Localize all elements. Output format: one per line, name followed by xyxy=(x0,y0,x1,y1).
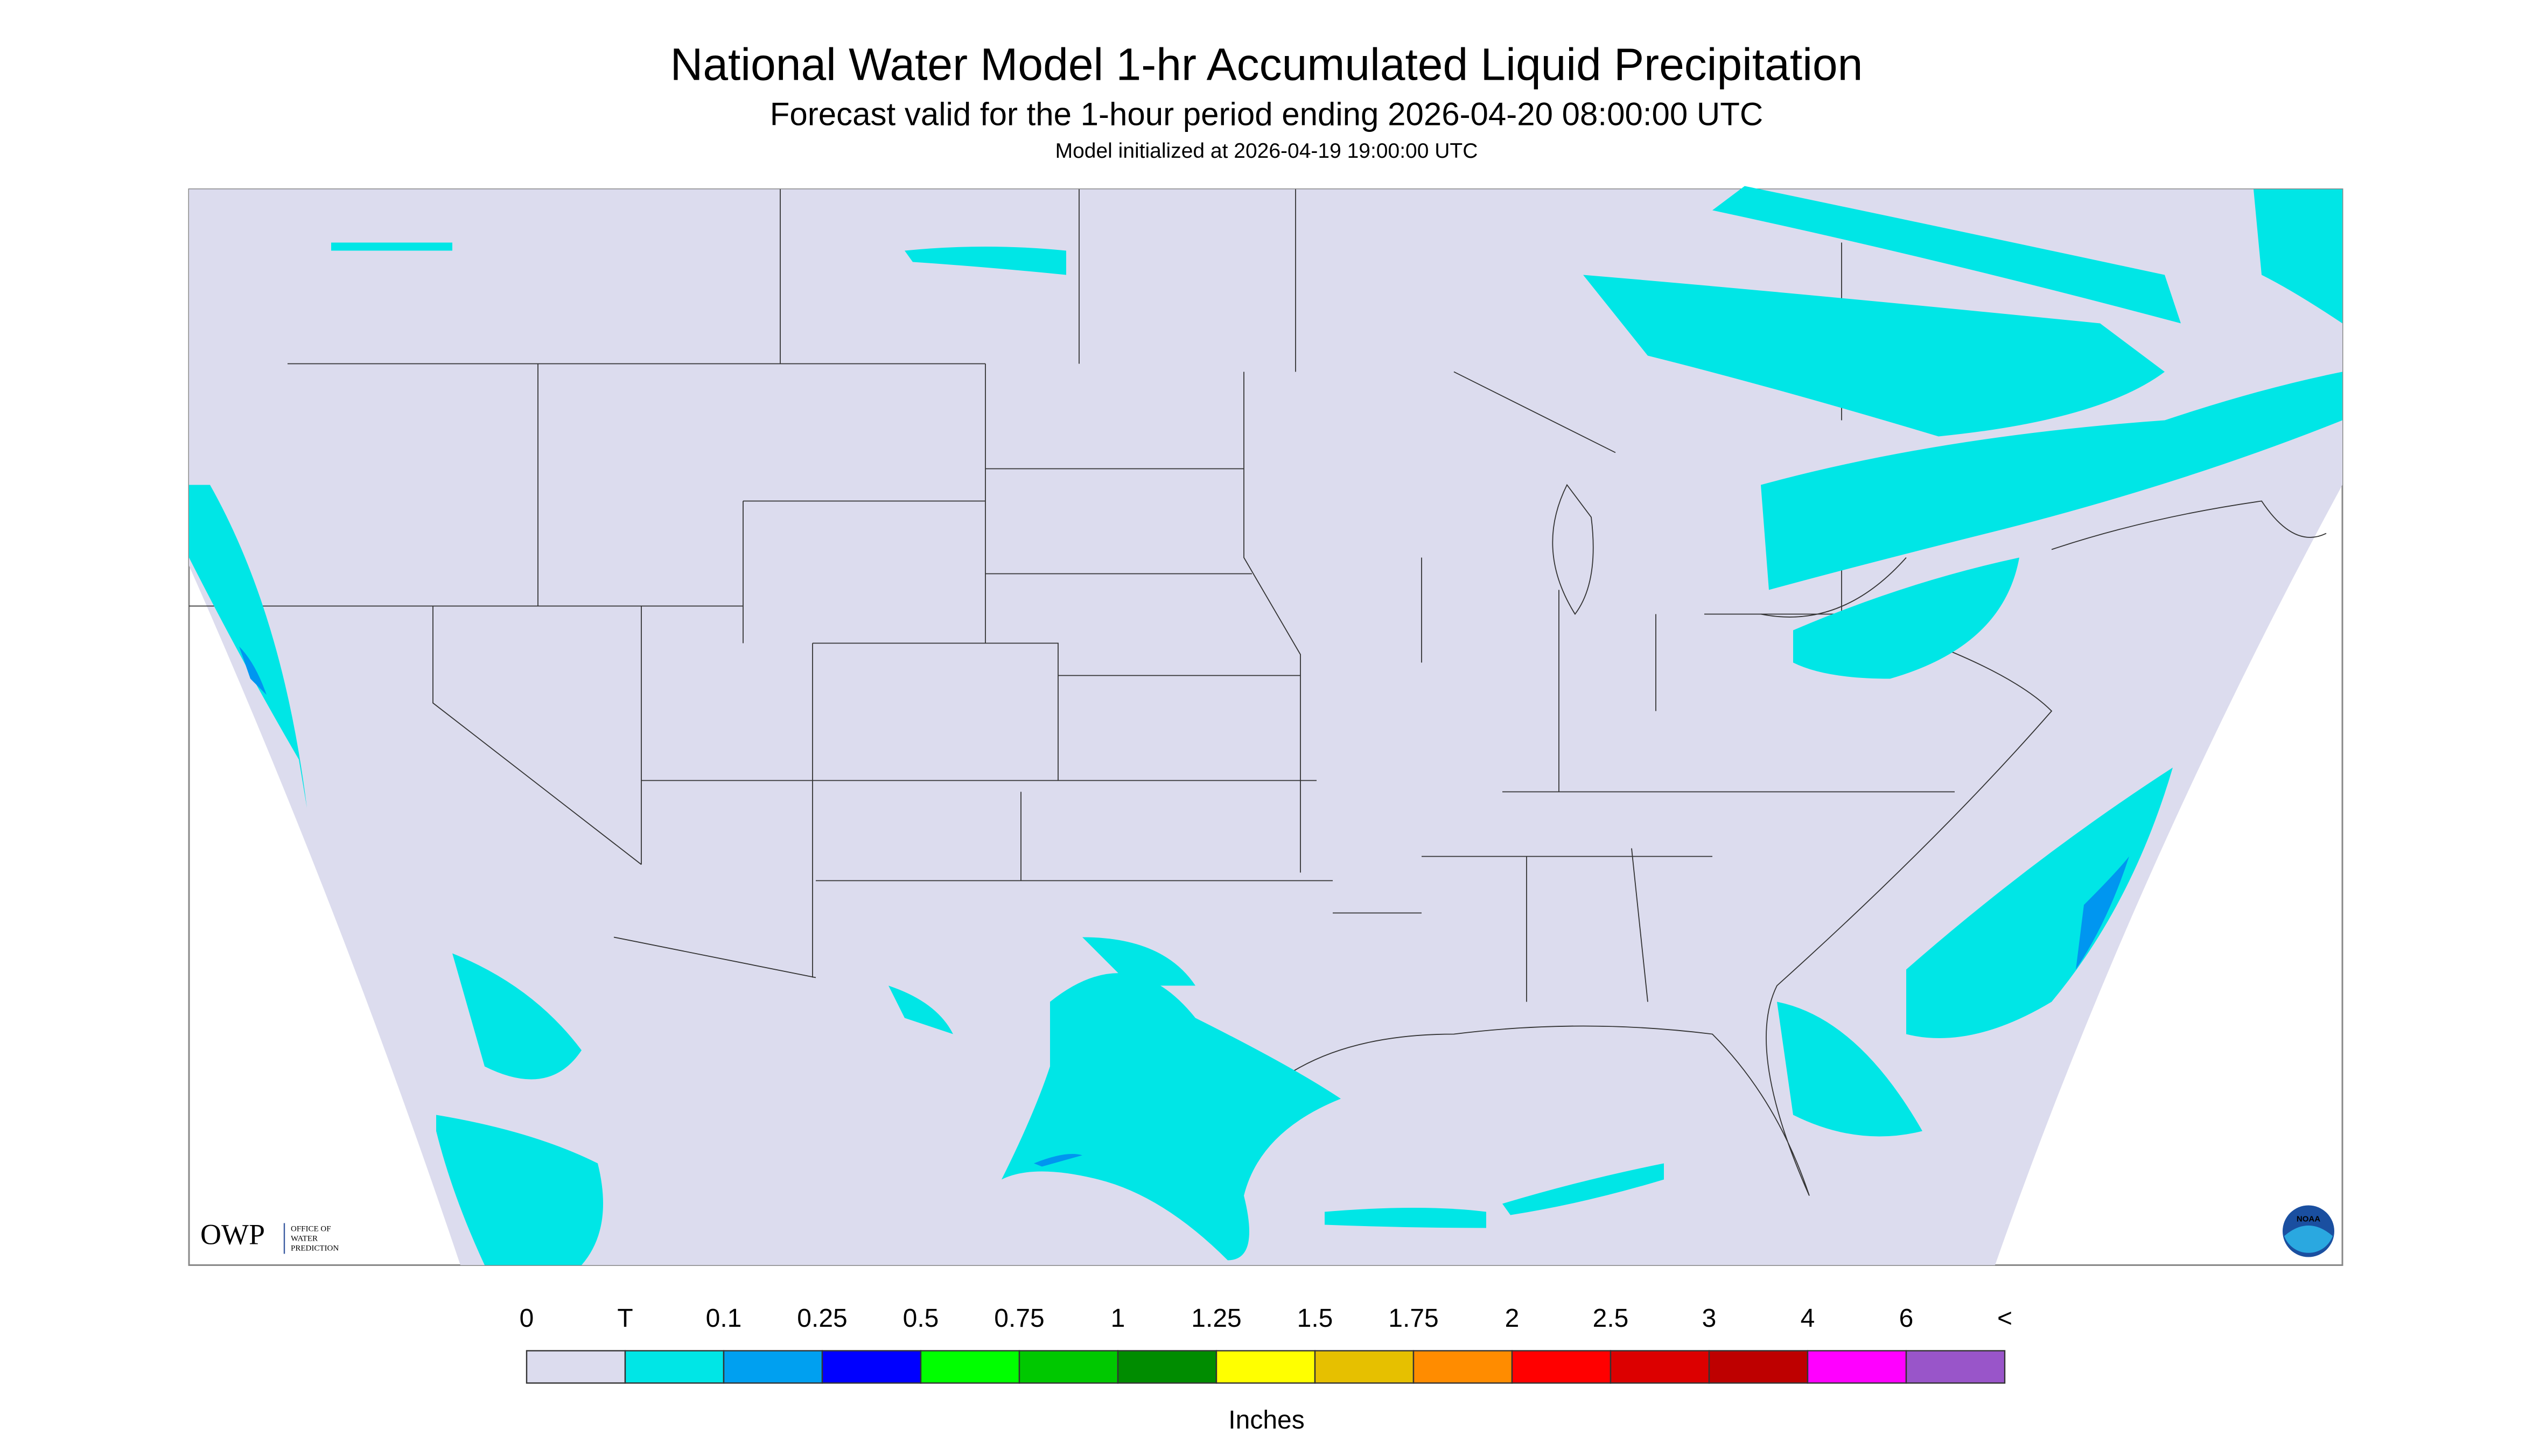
legend-label: 1.75 xyxy=(1388,1304,1438,1333)
legend-swatch xyxy=(723,1350,823,1384)
noaa-logo: NOAA xyxy=(2283,1205,2334,1257)
title: National Water Model 1-hr Accumulated Li… xyxy=(670,39,1863,90)
legend-label: 0.1 xyxy=(706,1304,742,1333)
legend-label: 2.5 xyxy=(1593,1304,1629,1333)
model-domain xyxy=(189,189,2342,1265)
legend-swatch xyxy=(1807,1350,1907,1384)
legend-label: < xyxy=(1997,1304,2012,1333)
legend-swatch xyxy=(1314,1350,1415,1384)
noaa-logo-text: NOAA xyxy=(2297,1215,2320,1224)
legend-swatch xyxy=(821,1350,922,1384)
legend-swatch xyxy=(1610,1350,1710,1384)
legend-swatch xyxy=(920,1350,1020,1384)
legend-label: T xyxy=(617,1304,633,1333)
owp-logo-subtext: OFFICE OF xyxy=(291,1225,331,1234)
legend-label: 0.25 xyxy=(797,1304,847,1333)
legend-swatch xyxy=(1905,1350,2006,1384)
legend-unit: Inches xyxy=(1228,1406,1304,1434)
legend-swatch xyxy=(1117,1350,1217,1384)
legend-swatch xyxy=(1215,1350,1316,1384)
map: OWP OFFICE OF WATER PREDICTION NOAA xyxy=(188,186,2343,1266)
owp-logo-subtext: WATER xyxy=(291,1235,318,1243)
subtitle: Forecast valid for the 1-hour period end… xyxy=(770,96,1763,132)
legend-label: 0 xyxy=(520,1304,534,1333)
legend-swatch xyxy=(526,1350,626,1384)
precipitation-areas xyxy=(189,186,2342,1265)
legend-label: 2 xyxy=(1505,1304,1520,1333)
legend: 0 T 0.1 0.25 0.5 0.75 1 1.25 1.5 1.75 2 2.5 3 4 6 < xyxy=(520,1304,2012,1384)
legend-label: 0.75 xyxy=(994,1304,1044,1333)
legend-swatch xyxy=(1018,1350,1119,1384)
legend-label: 1.25 xyxy=(1191,1304,1241,1333)
init-time: Model initialized at 2026-04-19 19:00:00… xyxy=(1055,139,1478,163)
legend-label: 3 xyxy=(1702,1304,1717,1333)
legend-label: 1 xyxy=(1111,1304,1125,1333)
legend-swatch xyxy=(1708,1350,1809,1384)
legend-label: 0.5 xyxy=(903,1304,939,1333)
legend-swatch xyxy=(1511,1350,1612,1384)
owp-logo: OWP OFFICE OF WATER PREDICTION xyxy=(200,1219,339,1254)
legend-label: 4 xyxy=(1801,1304,1815,1333)
owp-logo-subtext: PREDICTION xyxy=(291,1244,339,1253)
owp-logo-text: OWP xyxy=(200,1219,265,1251)
legend-swatch xyxy=(1412,1350,1513,1384)
legend-label: 1.5 xyxy=(1297,1304,1333,1333)
legend-swatch xyxy=(624,1350,725,1384)
legend-label: 6 xyxy=(1899,1304,1914,1333)
